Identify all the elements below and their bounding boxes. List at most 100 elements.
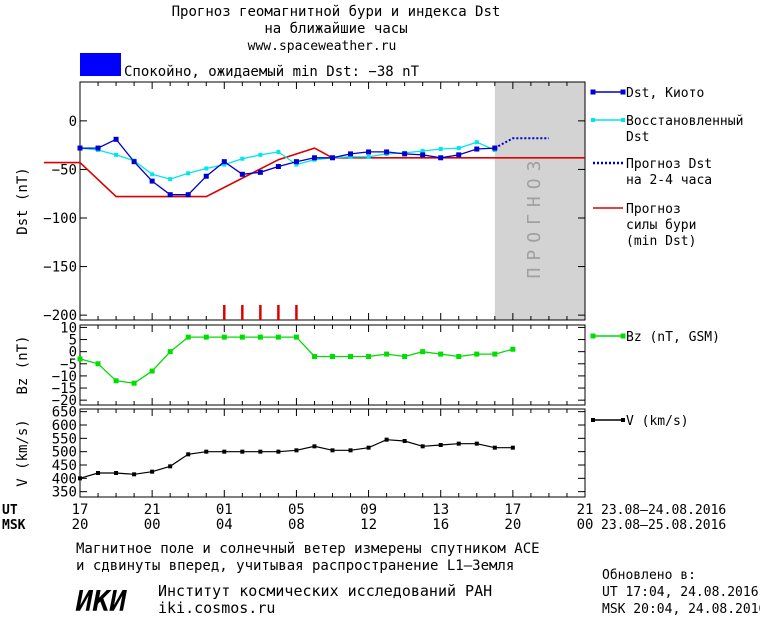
kyoto-dst-point <box>185 192 191 198</box>
dst-ytick-label: −150 <box>43 260 77 276</box>
kyoto-dst-point <box>311 155 317 161</box>
msk-tick-label: 00 <box>144 517 161 533</box>
restored-dst-point <box>204 166 209 171</box>
bz-series-point <box>311 354 317 360</box>
speed-ytick-label: 450 <box>52 458 77 474</box>
restored-dst-point <box>420 148 425 153</box>
restored-dst-point <box>114 152 119 157</box>
speed-ytick-label: 350 <box>52 485 77 501</box>
kyoto-dst-point <box>420 152 426 158</box>
updated-label: Обновлено в: <box>602 568 696 583</box>
forecast-dst-legend-text: Прогноз Dst <box>626 157 712 172</box>
bz-series-point <box>131 380 137 386</box>
bz-series-point <box>420 349 426 355</box>
storm-forecast-legend-text: (min Dst) <box>626 234 696 249</box>
speed-series-point <box>168 464 173 469</box>
speed-series-point <box>402 439 407 443</box>
bz-series-point <box>384 351 390 357</box>
storm-forecast-legend-text: Прогноз <box>626 202 681 217</box>
updated-msk: MSK 20:04, 24.08.2016 <box>602 602 760 617</box>
title-line-2: на ближайшие часы <box>264 21 407 37</box>
ut-tick-label: 01 <box>216 502 233 518</box>
note-line-1: Магнитное поле и солнечный ветер измерен… <box>76 541 540 557</box>
restored-dst-point <box>474 140 479 145</box>
bz-series-point <box>203 334 209 340</box>
restored-dst-point <box>168 177 173 182</box>
kyoto-dst-point <box>221 159 227 165</box>
kyoto-dst-point <box>167 192 173 198</box>
source-url[interactable]: www.spaceweather.ru <box>248 39 397 54</box>
speed-legend-text: V (km/s) <box>626 414 689 429</box>
bz-series-point <box>510 346 516 352</box>
kyoto-dst-legend-marker <box>620 89 626 95</box>
bz-series-point <box>456 354 462 360</box>
bz-ytick-label: −20 <box>52 393 77 409</box>
kyoto-dst-point <box>257 169 263 175</box>
speed-series-line <box>79 439 513 479</box>
status-indicator <box>80 53 121 76</box>
kyoto-dst-point <box>203 173 209 179</box>
msk-tick-label: 04 <box>216 517 233 533</box>
speed-series-point <box>366 445 371 450</box>
updated-ut: UT 17:04, 24.08.2016 <box>602 585 759 600</box>
ut-date-range: 23.08–24.08.2016 <box>601 503 726 518</box>
speed-ytick-label: 550 <box>52 431 77 447</box>
iki-logo: ИКИ <box>75 585 128 618</box>
speed-legend-marker <box>621 418 625 422</box>
restored-dst-point <box>438 147 443 152</box>
storm-forecast-legend-text: силы бури <box>626 218 696 233</box>
institute-site[interactable]: iki.cosmos.ru <box>158 599 275 617</box>
bz-series-point <box>366 354 372 360</box>
bz-series-point <box>402 354 408 360</box>
bz-series-point <box>149 368 155 374</box>
restored-dst-point <box>294 162 299 167</box>
status-text: Спокойно, ожидаемый min Dst: −38 nT <box>124 64 420 80</box>
speed-series-point <box>114 471 119 475</box>
speed-series-point <box>132 472 137 477</box>
speed-series-point <box>204 449 209 454</box>
kyoto-dst-point <box>474 146 480 152</box>
speed-series-point <box>258 449 263 454</box>
ut-axis-label: UT <box>2 503 18 518</box>
speed-frame <box>79 408 586 498</box>
kyoto-dst-point <box>456 152 462 158</box>
dst-ytick-label: −100 <box>43 211 77 227</box>
bz-series-point <box>348 354 354 360</box>
bz-series-point <box>167 349 173 355</box>
speed-series-point <box>456 441 461 446</box>
restored-dst-point <box>240 156 245 161</box>
restored-dst-point <box>276 149 281 154</box>
restored-dst-legend-marker <box>591 118 595 122</box>
bz-ytick-label: 10 <box>60 320 77 336</box>
msk-tick-label: 12 <box>360 517 377 533</box>
bz-series-point <box>113 378 119 384</box>
speed-series-point <box>150 469 155 474</box>
dst-ytick-label: 0 <box>69 114 77 130</box>
note-line-2: и сдвинуты вперед, учитывая распростране… <box>76 558 514 574</box>
bz-ytick-label: −15 <box>52 381 77 397</box>
restored-dst-legend-marker <box>621 118 625 122</box>
speed-legend-marker <box>591 418 595 422</box>
institute-name: Институт космических исследований РАН <box>158 582 492 600</box>
msk-tick-label: 00 <box>577 517 594 533</box>
bz-legend-marker <box>590 333 596 339</box>
restored-dst-legend-text: Dst <box>626 130 649 145</box>
kyoto-dst-point <box>113 136 119 142</box>
ut-tick-label: 17 <box>72 502 89 518</box>
kyoto-dst-point <box>77 145 83 151</box>
bz-frame <box>79 324 586 406</box>
restored-dst-point <box>222 162 227 167</box>
forecast-dst-line <box>494 137 549 149</box>
speed-series-point <box>222 449 227 454</box>
restored-dst-legend-text: Восстановленный <box>626 114 743 129</box>
bz-series-point <box>275 334 281 340</box>
restored-dst-point <box>456 146 461 151</box>
speed-series-point <box>240 449 245 454</box>
speed-series-point <box>474 441 479 446</box>
speed-series-point <box>438 443 443 447</box>
kyoto-dst-point <box>293 159 299 165</box>
speed-series-point <box>294 448 299 453</box>
